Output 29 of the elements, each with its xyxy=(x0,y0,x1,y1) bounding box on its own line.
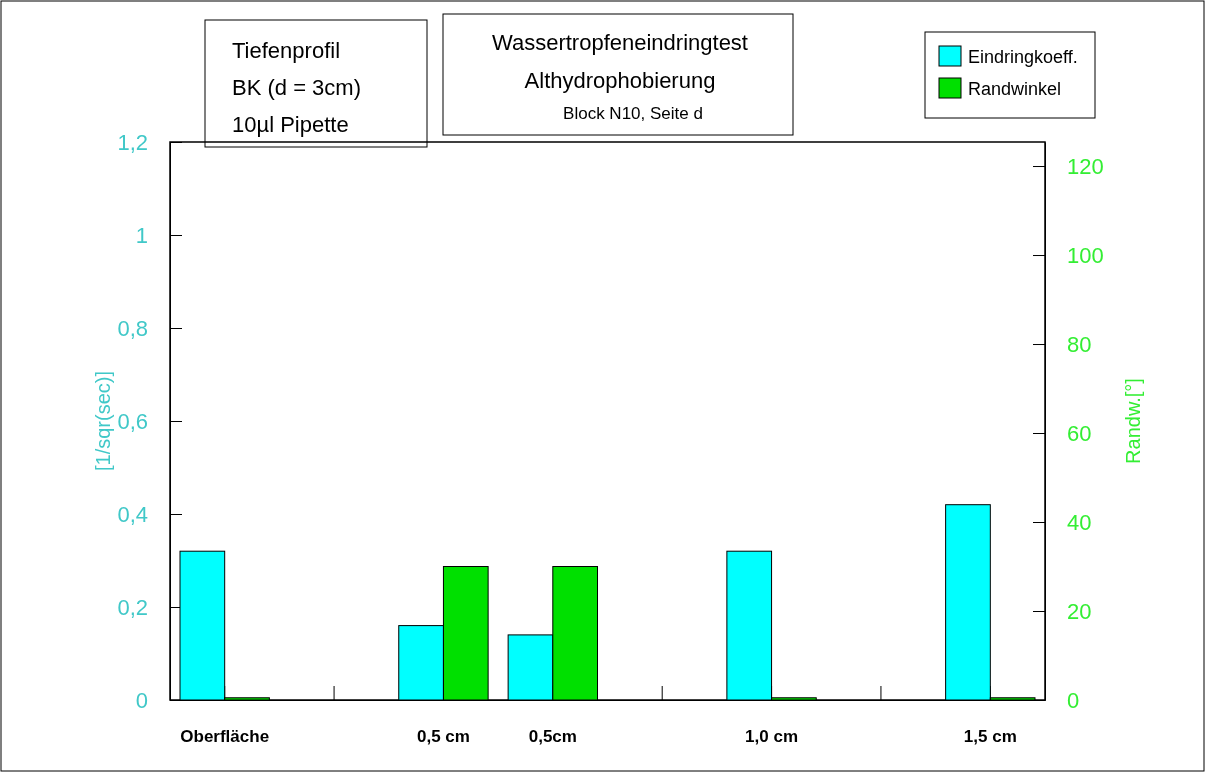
x-tick-label: 0,5 cm xyxy=(416,727,470,747)
legend-label: Eindringkoeff. xyxy=(968,47,1078,67)
y2-tick-label: 80 xyxy=(1067,331,1092,357)
y-tick-label: 0,6 xyxy=(117,408,148,434)
y2-axis-title: Randw.[°] xyxy=(1122,378,1144,464)
chart-subtitle: Althydrophobierung xyxy=(524,68,716,93)
text: Block N10, Seite d xyxy=(563,104,703,123)
y-tick-label: 0,8 xyxy=(117,315,148,341)
text: BK (d = 3cm) xyxy=(232,75,361,100)
x-tick-label: 1,0 cm xyxy=(745,727,799,747)
y-tick-label: 1 xyxy=(135,222,148,248)
legend-label: Randwinkel xyxy=(968,79,1062,99)
y-tick-label: 0,2 xyxy=(117,594,148,620)
x-tick-label: Oberfläche xyxy=(180,727,270,747)
text: 10µl Pipette xyxy=(232,112,349,137)
y-tick-label: 0 xyxy=(135,687,148,713)
text: Tiefenprofil xyxy=(232,38,341,63)
x-tick-label: 0,5cm xyxy=(528,727,577,747)
y2-tick-label: 40 xyxy=(1067,509,1092,535)
y2-tick-label: 0 xyxy=(1067,687,1080,713)
y2-tick-label: 120 xyxy=(1067,153,1104,179)
y2-tick-label: 20 xyxy=(1067,598,1092,624)
chart-title: Wassertropfeneindringtest xyxy=(492,30,748,55)
y2-tick-label: 100 xyxy=(1067,242,1104,268)
y-tick-label: 1,2 xyxy=(117,129,148,155)
x-tick-label: 1,5 cm xyxy=(963,727,1017,747)
y-axis-title: [1/sqr(sec)] xyxy=(92,370,114,472)
y-tick-label: 0,4 xyxy=(117,501,148,527)
y2-tick-label: 60 xyxy=(1067,420,1092,446)
